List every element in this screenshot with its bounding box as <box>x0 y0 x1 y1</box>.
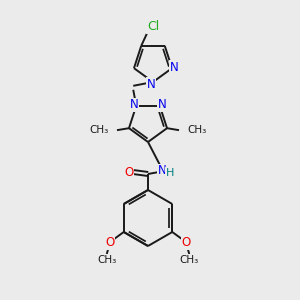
Text: N: N <box>169 61 178 74</box>
Text: N: N <box>130 98 139 111</box>
Text: Cl: Cl <box>147 20 159 33</box>
Text: N: N <box>158 164 166 178</box>
Text: O: O <box>182 236 191 250</box>
Text: CH₃: CH₃ <box>180 255 199 265</box>
Text: CH₃: CH₃ <box>187 125 206 135</box>
Text: CH₃: CH₃ <box>90 125 109 135</box>
Text: CH₃: CH₃ <box>97 255 116 265</box>
Text: H: H <box>166 168 174 178</box>
Text: O: O <box>124 166 134 178</box>
Text: N: N <box>147 77 155 91</box>
Text: O: O <box>105 236 114 250</box>
Text: N: N <box>158 98 166 111</box>
